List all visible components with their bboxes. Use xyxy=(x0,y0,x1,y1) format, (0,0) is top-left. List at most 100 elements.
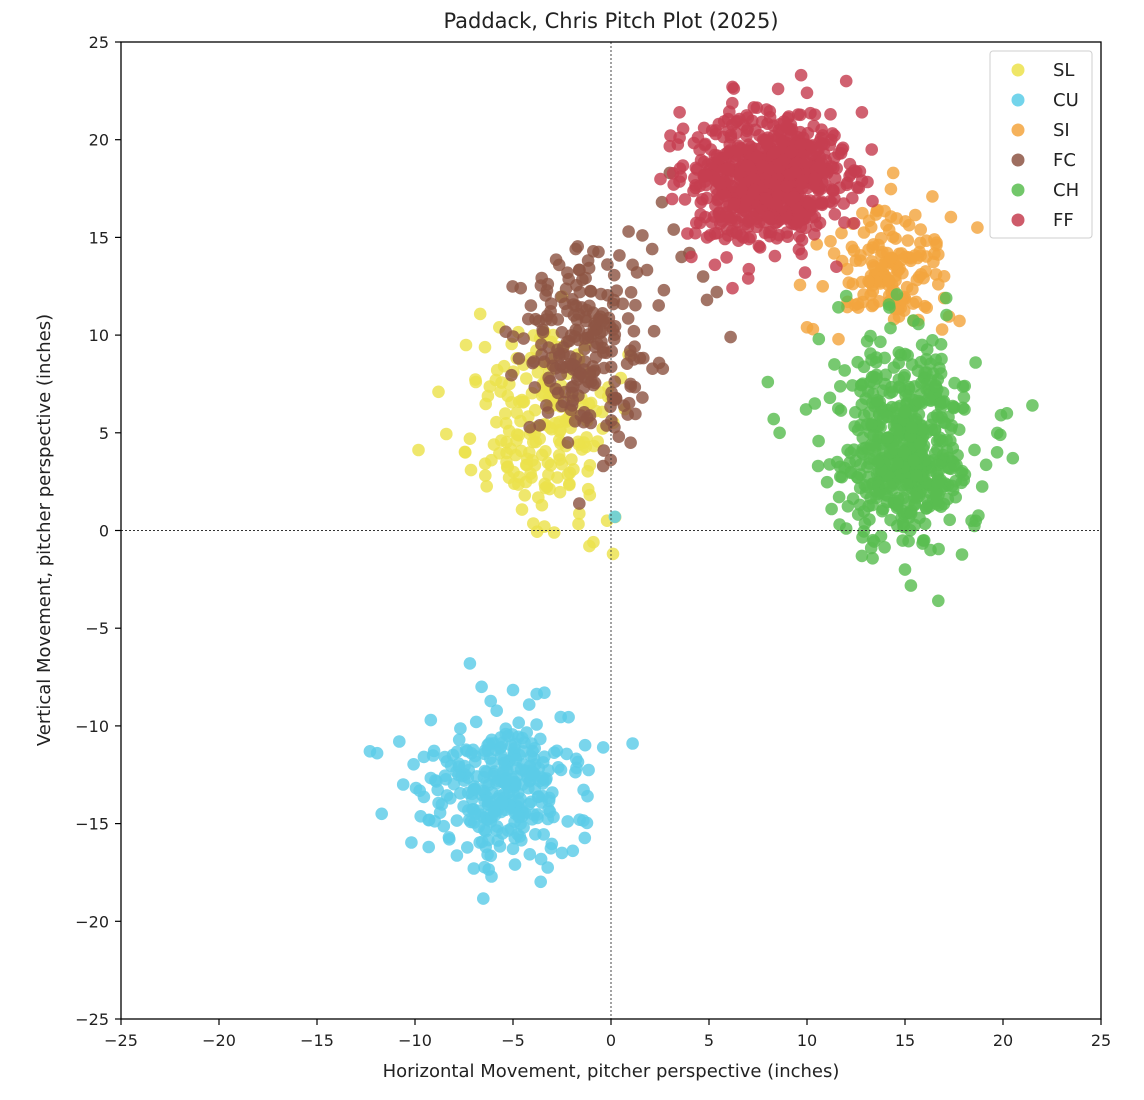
point-ff xyxy=(828,129,841,142)
point-cu xyxy=(545,837,559,851)
point-ch xyxy=(871,455,885,469)
point-ch xyxy=(887,442,901,456)
point-ff xyxy=(770,179,783,193)
point-ff xyxy=(824,108,837,121)
point-si xyxy=(895,253,908,267)
point-si xyxy=(810,238,823,251)
point-ff xyxy=(726,118,739,132)
point-ff xyxy=(735,184,749,198)
point-si xyxy=(875,259,888,272)
point-sl xyxy=(547,526,561,539)
point-fc xyxy=(626,258,639,272)
point-ff xyxy=(815,195,828,208)
point-ff xyxy=(819,179,832,192)
point-si xyxy=(909,208,922,222)
point-fc xyxy=(524,299,538,312)
point-si xyxy=(914,223,927,236)
point-ch xyxy=(896,534,909,547)
point-ff xyxy=(721,145,735,159)
point-ff xyxy=(713,152,726,165)
point-fc xyxy=(589,351,603,364)
point-fc xyxy=(724,330,737,344)
point-cu xyxy=(444,792,457,805)
point-fc xyxy=(613,249,626,262)
point-ch xyxy=(812,332,826,346)
point-fc xyxy=(583,367,596,381)
point-sl xyxy=(544,459,557,472)
point-fc xyxy=(565,399,579,412)
point-sl xyxy=(572,517,585,531)
point-ff xyxy=(832,147,845,161)
point-cu xyxy=(452,768,465,782)
point-ch xyxy=(979,458,993,472)
point-si xyxy=(865,255,878,268)
point-ch xyxy=(808,397,822,410)
point-fc xyxy=(605,345,618,358)
point-ch xyxy=(851,508,865,521)
legend-box xyxy=(989,50,1093,239)
point-fc xyxy=(696,270,710,283)
point-fc xyxy=(569,242,582,256)
legend-marker-sl xyxy=(1011,63,1025,77)
point-fc xyxy=(710,285,724,299)
point-fc xyxy=(655,195,669,209)
point-ff xyxy=(676,159,690,172)
point-cu xyxy=(523,848,537,861)
point-cu xyxy=(477,892,490,905)
point-ff xyxy=(699,168,713,182)
point-ff xyxy=(740,129,753,143)
point-si xyxy=(886,230,900,244)
point-ch xyxy=(907,454,920,468)
point-sl xyxy=(510,406,523,420)
x-tick-label: 5 xyxy=(704,1031,714,1050)
point-fc xyxy=(506,280,519,293)
point-fc xyxy=(551,343,564,357)
point-cu xyxy=(462,804,475,817)
point-sl xyxy=(459,338,473,352)
point-sl xyxy=(513,395,526,409)
point-ch xyxy=(965,514,978,527)
point-ff xyxy=(780,180,793,193)
point-ff xyxy=(720,206,733,219)
point-ch xyxy=(957,391,971,404)
point-ch xyxy=(908,490,921,504)
point-sl xyxy=(459,446,472,459)
point-ch xyxy=(866,439,880,452)
x-axis-label: Horizontal Movement, pitcher perspective… xyxy=(383,1061,840,1082)
point-cu xyxy=(570,761,583,775)
point-ff xyxy=(855,106,869,119)
point-si xyxy=(816,280,829,293)
point-ch xyxy=(878,541,891,554)
point-fc xyxy=(606,297,620,311)
point-ch xyxy=(1006,451,1020,465)
point-ff xyxy=(696,193,709,206)
point-ff xyxy=(726,80,739,94)
point-sl xyxy=(553,415,566,429)
point-ch xyxy=(866,498,879,512)
point-fc xyxy=(624,286,638,299)
point-si xyxy=(800,321,814,334)
point-ch xyxy=(890,288,904,301)
point-ch xyxy=(910,469,923,482)
point-ff xyxy=(767,146,781,160)
point-fc xyxy=(588,317,601,330)
point-ch xyxy=(940,444,954,457)
point-fc xyxy=(636,391,649,404)
point-ch xyxy=(767,412,780,426)
point-fc xyxy=(608,375,622,389)
point-ff xyxy=(723,105,736,118)
point-sl xyxy=(587,439,601,453)
point-ch xyxy=(968,443,981,457)
point-fc xyxy=(523,420,536,434)
point-fc xyxy=(540,399,553,412)
point-si xyxy=(896,266,909,280)
point-ch xyxy=(940,308,953,322)
point-si xyxy=(835,226,848,240)
point-cu xyxy=(573,813,586,826)
point-ff xyxy=(712,117,726,131)
y-axis-ticks: −25 −20 −15 −10 −5 0 5 10 15 20 25 xyxy=(75,33,121,1029)
point-ff xyxy=(803,194,817,207)
point-sl xyxy=(526,454,539,467)
point-sl xyxy=(532,491,545,504)
point-sl xyxy=(463,432,477,446)
